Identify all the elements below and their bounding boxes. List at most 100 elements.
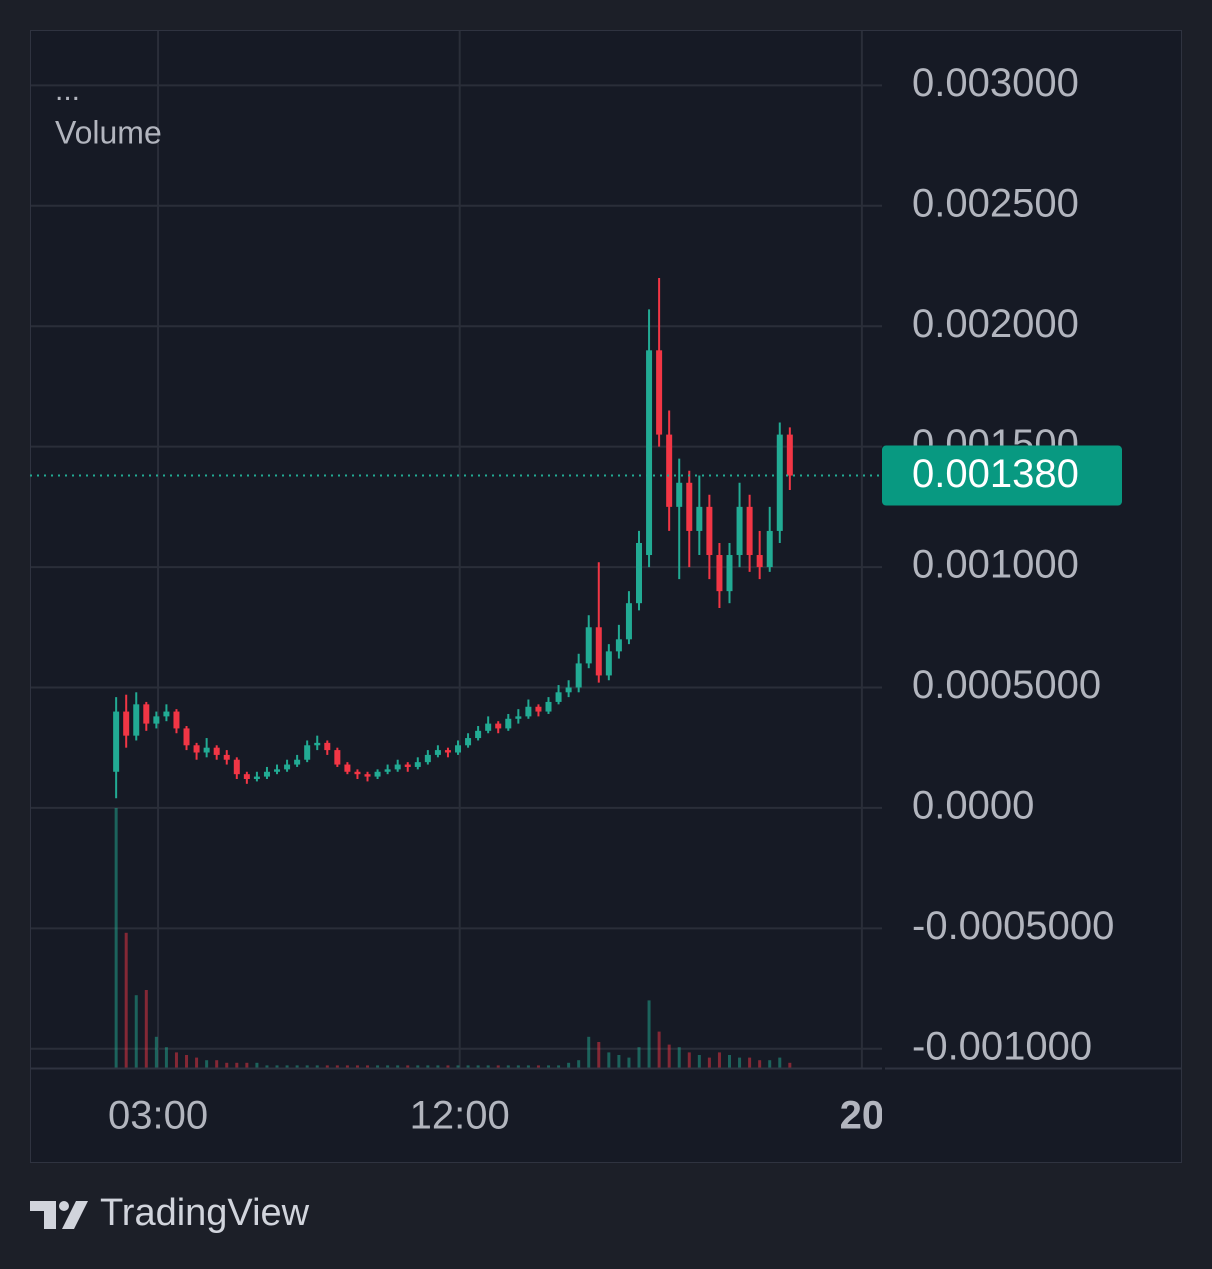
chart-frame <box>30 30 1182 1163</box>
volume-bar <box>516 1065 520 1068</box>
volume-bar <box>727 1055 731 1068</box>
volume-bar <box>496 1065 500 1068</box>
volume-bar <box>456 1065 460 1068</box>
candle-body <box>274 769 281 772</box>
volume-bar <box>788 1062 792 1068</box>
volume-bar <box>778 1057 782 1068</box>
volume-bar <box>335 1065 339 1068</box>
volume-bar <box>265 1065 269 1068</box>
candle-body <box>555 692 562 702</box>
candle-body <box>193 745 200 753</box>
candle-body <box>344 764 351 772</box>
volume-bar <box>305 1065 309 1068</box>
candle-body <box>776 434 783 531</box>
candle-body <box>615 639 622 652</box>
volume-bar <box>436 1065 440 1068</box>
volume-bar <box>396 1065 400 1068</box>
candle-body <box>716 555 723 592</box>
volume-bar <box>174 1052 178 1068</box>
volume-bar <box>144 990 148 1068</box>
volume-bar <box>536 1065 540 1068</box>
volume-bar <box>697 1055 701 1068</box>
candle-body <box>485 723 492 731</box>
candle-body <box>515 716 522 719</box>
candle-body <box>786 434 793 476</box>
candle-body <box>706 506 713 556</box>
logo-part <box>30 1201 56 1229</box>
volume-bar <box>275 1065 279 1068</box>
candle-body <box>324 742 331 751</box>
candle-body <box>575 663 582 688</box>
volume-bar <box>687 1052 691 1068</box>
candle-body <box>414 762 421 767</box>
volume-bar <box>235 1062 239 1068</box>
y-tick-label: 0.0000 <box>912 783 1034 827</box>
volume-bar <box>376 1065 380 1068</box>
candle-body <box>334 750 341 765</box>
candle-body <box>475 730 482 739</box>
candle-body <box>233 759 240 775</box>
candle-body <box>364 774 371 777</box>
candle-body <box>636 542 643 604</box>
volume-bar <box>406 1065 410 1068</box>
volume-bar <box>114 808 118 1068</box>
candle-body <box>143 704 150 724</box>
volume-bar <box>607 1052 611 1068</box>
volume-bar <box>426 1065 430 1068</box>
volume-bar <box>717 1052 721 1068</box>
volume-bar <box>758 1060 762 1068</box>
candle-body <box>756 555 763 568</box>
candle-body <box>656 350 663 435</box>
volume-bar <box>466 1065 470 1068</box>
time-axis: 03:00 12:00 20 <box>108 1094 885 1138</box>
volume-bar <box>164 1047 168 1068</box>
candle-body <box>434 750 441 755</box>
volume-bar <box>587 1036 591 1068</box>
volume-bar <box>547 1065 551 1068</box>
candle-body <box>284 764 291 770</box>
last-price-label: 0.001380 <box>912 452 1079 496</box>
x-tick-label: 20 <box>840 1094 885 1138</box>
candle-body <box>696 506 703 531</box>
candle-body <box>404 764 411 767</box>
volume-bar <box>627 1057 631 1068</box>
candle-body <box>495 723 502 729</box>
candle-body <box>585 627 592 664</box>
price-axis: 0.0030000.0025000.0020000.0015000.001000… <box>912 61 1114 1068</box>
volume-bar <box>738 1057 742 1068</box>
volume-bar <box>617 1055 621 1068</box>
candle-body <box>625 603 632 640</box>
candle-body <box>545 701 552 712</box>
candle-body <box>465 738 472 746</box>
candle-body <box>304 745 311 760</box>
candle-body <box>605 651 612 676</box>
candle-body <box>565 687 572 693</box>
volume-bar <box>355 1065 359 1068</box>
candle-body <box>173 711 180 729</box>
candle-body <box>646 350 653 556</box>
candle-body <box>203 747 210 753</box>
volume-bar <box>707 1057 711 1068</box>
volume-bar <box>446 1065 450 1068</box>
volume-bar <box>597 1042 601 1068</box>
candle-body <box>163 711 170 717</box>
candle-body <box>736 506 743 556</box>
volume-bar <box>748 1057 752 1068</box>
volume-bar <box>325 1065 329 1068</box>
brand-logo <box>30 1201 88 1229</box>
volume-bar <box>526 1065 530 1068</box>
candles <box>113 278 793 799</box>
volume-bar <box>486 1065 490 1068</box>
volume-bar <box>134 995 138 1068</box>
volume-bar <box>124 932 128 1068</box>
volume-bar <box>647 1000 651 1068</box>
volume-bar <box>637 1047 641 1068</box>
candle-body <box>133 704 140 736</box>
last-price-badge <box>882 445 1122 506</box>
candle-body <box>595 627 602 676</box>
legend-menu[interactable]: ... <box>55 74 80 107</box>
volume-bar <box>386 1065 390 1068</box>
volume-bar <box>768 1060 772 1068</box>
y-tick-label: 0.0005000 <box>912 663 1101 707</box>
candle-body <box>746 506 753 556</box>
